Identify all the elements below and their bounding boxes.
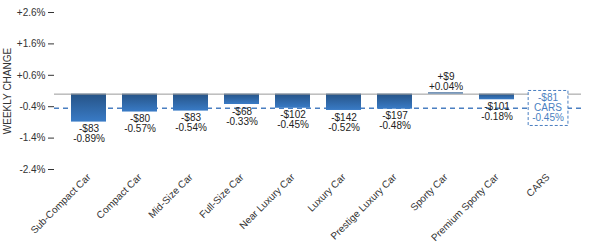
svg-text:Luxury Car: Luxury Car bbox=[305, 171, 348, 214]
svg-text:WEEKLY CHANGE: WEEKLY CHANGE bbox=[2, 48, 13, 135]
svg-text:-$68-0.33%: -$68-0.33% bbox=[226, 106, 258, 127]
svg-text:Premium Sporty Car: Premium Sporty Car bbox=[429, 171, 501, 243]
svg-text:-$102-0.45%: -$102-0.45% bbox=[277, 109, 309, 130]
svg-text:-$197-0.48%: -$197-0.48% bbox=[379, 110, 411, 131]
svg-text:Mid-Size Car: Mid-Size Car bbox=[146, 171, 195, 220]
svg-text:-$142-0.52%: -$142-0.52% bbox=[328, 112, 360, 133]
svg-text:CARS: CARS bbox=[524, 171, 552, 199]
svg-text:Near Luxury Car: Near Luxury Car bbox=[237, 171, 297, 231]
svg-text:+$9+0.04%: +$9+0.04% bbox=[429, 71, 463, 92]
svg-text:-1.4%: -1.4% bbox=[19, 132, 45, 143]
svg-text:-$83-0.54%: -$83-0.54% bbox=[175, 112, 207, 133]
svg-text:+1.6%: +1.6% bbox=[17, 38, 46, 49]
svg-text:-$101-0.18%: -$101-0.18% bbox=[481, 101, 513, 122]
svg-text:-$83-0.89%: -$83-0.89% bbox=[73, 123, 105, 144]
svg-text:+0.6%: +0.6% bbox=[17, 70, 46, 81]
svg-text:+2.6%: +2.6% bbox=[17, 7, 46, 18]
svg-text:Prestige Luxury Car: Prestige Luxury Car bbox=[328, 171, 399, 242]
svg-text:Sporty Car: Sporty Car bbox=[408, 171, 450, 213]
svg-text:-0.4%: -0.4% bbox=[19, 101, 45, 112]
svg-text:-$80-0.57%: -$80-0.57% bbox=[124, 113, 156, 134]
svg-text:Compact Car: Compact Car bbox=[94, 171, 144, 221]
svg-text:Full-Size Car: Full-Size Car bbox=[197, 171, 246, 220]
svg-text:-$81CARS-0.45%: -$81CARS-0.45% bbox=[532, 92, 564, 123]
svg-text:Sub-Compact Car: Sub-Compact Car bbox=[28, 171, 93, 236]
svg-text:-2.4%: -2.4% bbox=[19, 164, 45, 175]
